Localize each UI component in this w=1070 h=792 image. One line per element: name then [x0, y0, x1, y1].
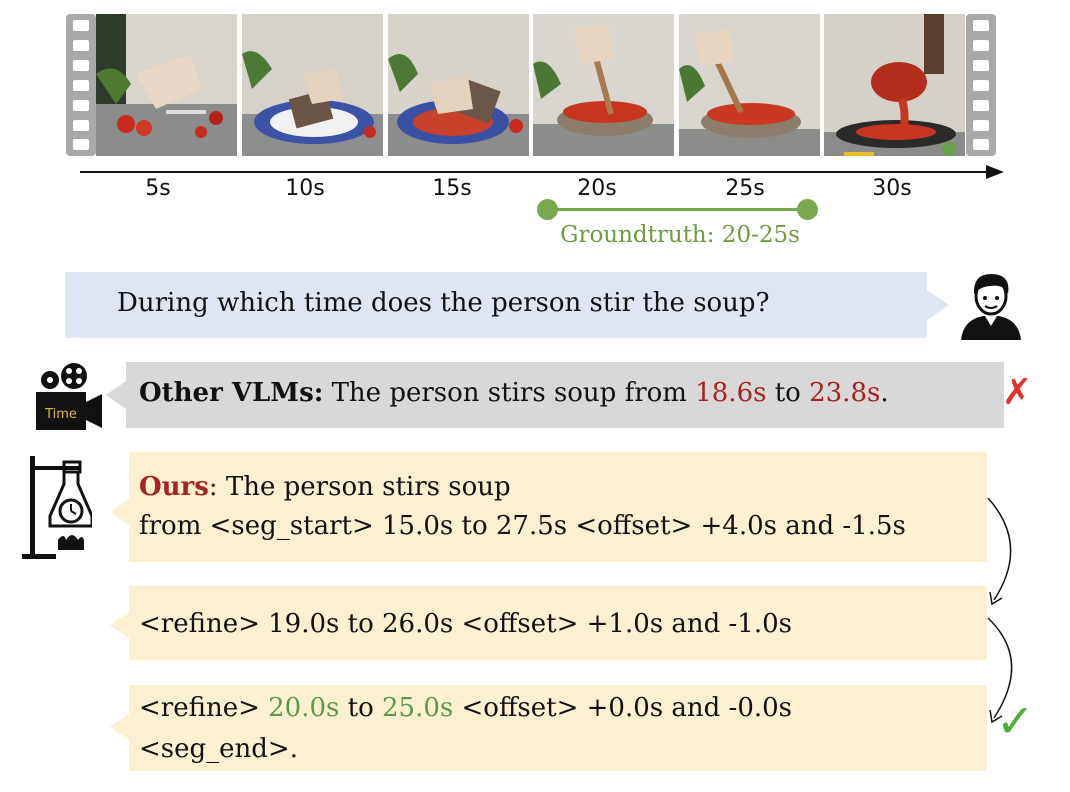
- wrong-cross-icon: ✗: [1002, 372, 1033, 413]
- video-frame-4: [533, 14, 674, 156]
- other-vlm-answer-box: [126, 362, 1004, 428]
- correct-check-icon: ✓: [996, 694, 1035, 748]
- video-frame-2: [242, 14, 383, 156]
- refine-step-2-line1: <refine> 20.0s to 25.0s <offset> +0.0s a…: [139, 693, 792, 723]
- tick-label: 15s: [432, 176, 472, 201]
- groundtruth-range-line: [547, 208, 807, 211]
- ours-answer-part: : The person stirs soup: [208, 472, 511, 502]
- video-frame-3: [388, 14, 529, 156]
- question-bubble: [65, 272, 927, 338]
- other-vlm-start-time: 18.6s: [695, 378, 767, 408]
- video-frame-6: [824, 14, 965, 156]
- groundtruth-label: Groundtruth: 20-25s: [560, 222, 800, 248]
- question-text: During which time does the person stir t…: [117, 288, 770, 318]
- refine-step-1-tail: [110, 612, 129, 638]
- tick-label: 20s: [577, 176, 617, 201]
- tick-label: 30s: [872, 176, 912, 201]
- user-avatar-icon: [955, 268, 1027, 344]
- refine-step-2-box: [129, 685, 987, 771]
- other-vlm-answer-part: .: [880, 378, 889, 408]
- ours-answer-line1: Ours: The person stirs soup: [139, 472, 511, 502]
- refine-step-2-line2: <seg_end>.: [139, 734, 298, 764]
- other-vlm-answer-part: The person stirs soup from: [323, 378, 696, 408]
- refine-step-2-tail: [110, 714, 129, 740]
- video-camera-time-icon: Time: [32, 362, 106, 440]
- timeline-arrowhead: [986, 165, 1004, 179]
- ours-answer-box: [129, 452, 987, 562]
- groundtruth-start-dot: [537, 199, 558, 220]
- refinement-flow-arrows: [987, 497, 1013, 724]
- refine-step-2-part: <offset> +0.0s and -0.0s: [453, 693, 793, 723]
- other-vlm-answer-text: Other VLMs: The person stirs soup from 1…: [139, 378, 889, 408]
- other-vlm-label: Other VLMs:: [139, 378, 324, 408]
- film-sprocket-left: [66, 14, 96, 156]
- refine-step-2-part: <refine>: [139, 693, 269, 723]
- refine-step-1-text: <refine> 19.0s to 26.0s <offset> +1.0s a…: [139, 609, 792, 639]
- refine-step-2-part: to: [339, 693, 382, 723]
- refine-step-1-box: [129, 586, 987, 660]
- lab-timer-stand-icon: [22, 456, 94, 566]
- other-vlm-answer-part: to: [766, 378, 810, 408]
- refine-step-2-end-time: 25.0s: [382, 693, 454, 723]
- tick-label: 25s: [725, 176, 765, 201]
- video-frame-5: [679, 14, 820, 156]
- refine-step-2-start-time: 20.0s: [268, 693, 340, 723]
- film-sprocket-right: [966, 14, 996, 156]
- other-vlm-end-time: 23.8s: [809, 378, 881, 408]
- camera-time-caption: Time: [44, 407, 77, 422]
- ours-answer-line2: from <seg_start> 15.0s to 27.5s <offset>…: [139, 511, 906, 541]
- video-frame-1: [96, 14, 237, 156]
- tick-label: 5s: [145, 176, 171, 201]
- ours-label: Ours: [139, 472, 209, 502]
- question-bubble-tail: [927, 290, 949, 320]
- other-vlm-answer-tail: [106, 381, 126, 409]
- groundtruth-end-dot: [797, 199, 818, 220]
- timeline-axis: [80, 171, 986, 173]
- ours-answer-tail: [110, 499, 129, 525]
- tick-label: 10s: [285, 176, 325, 201]
